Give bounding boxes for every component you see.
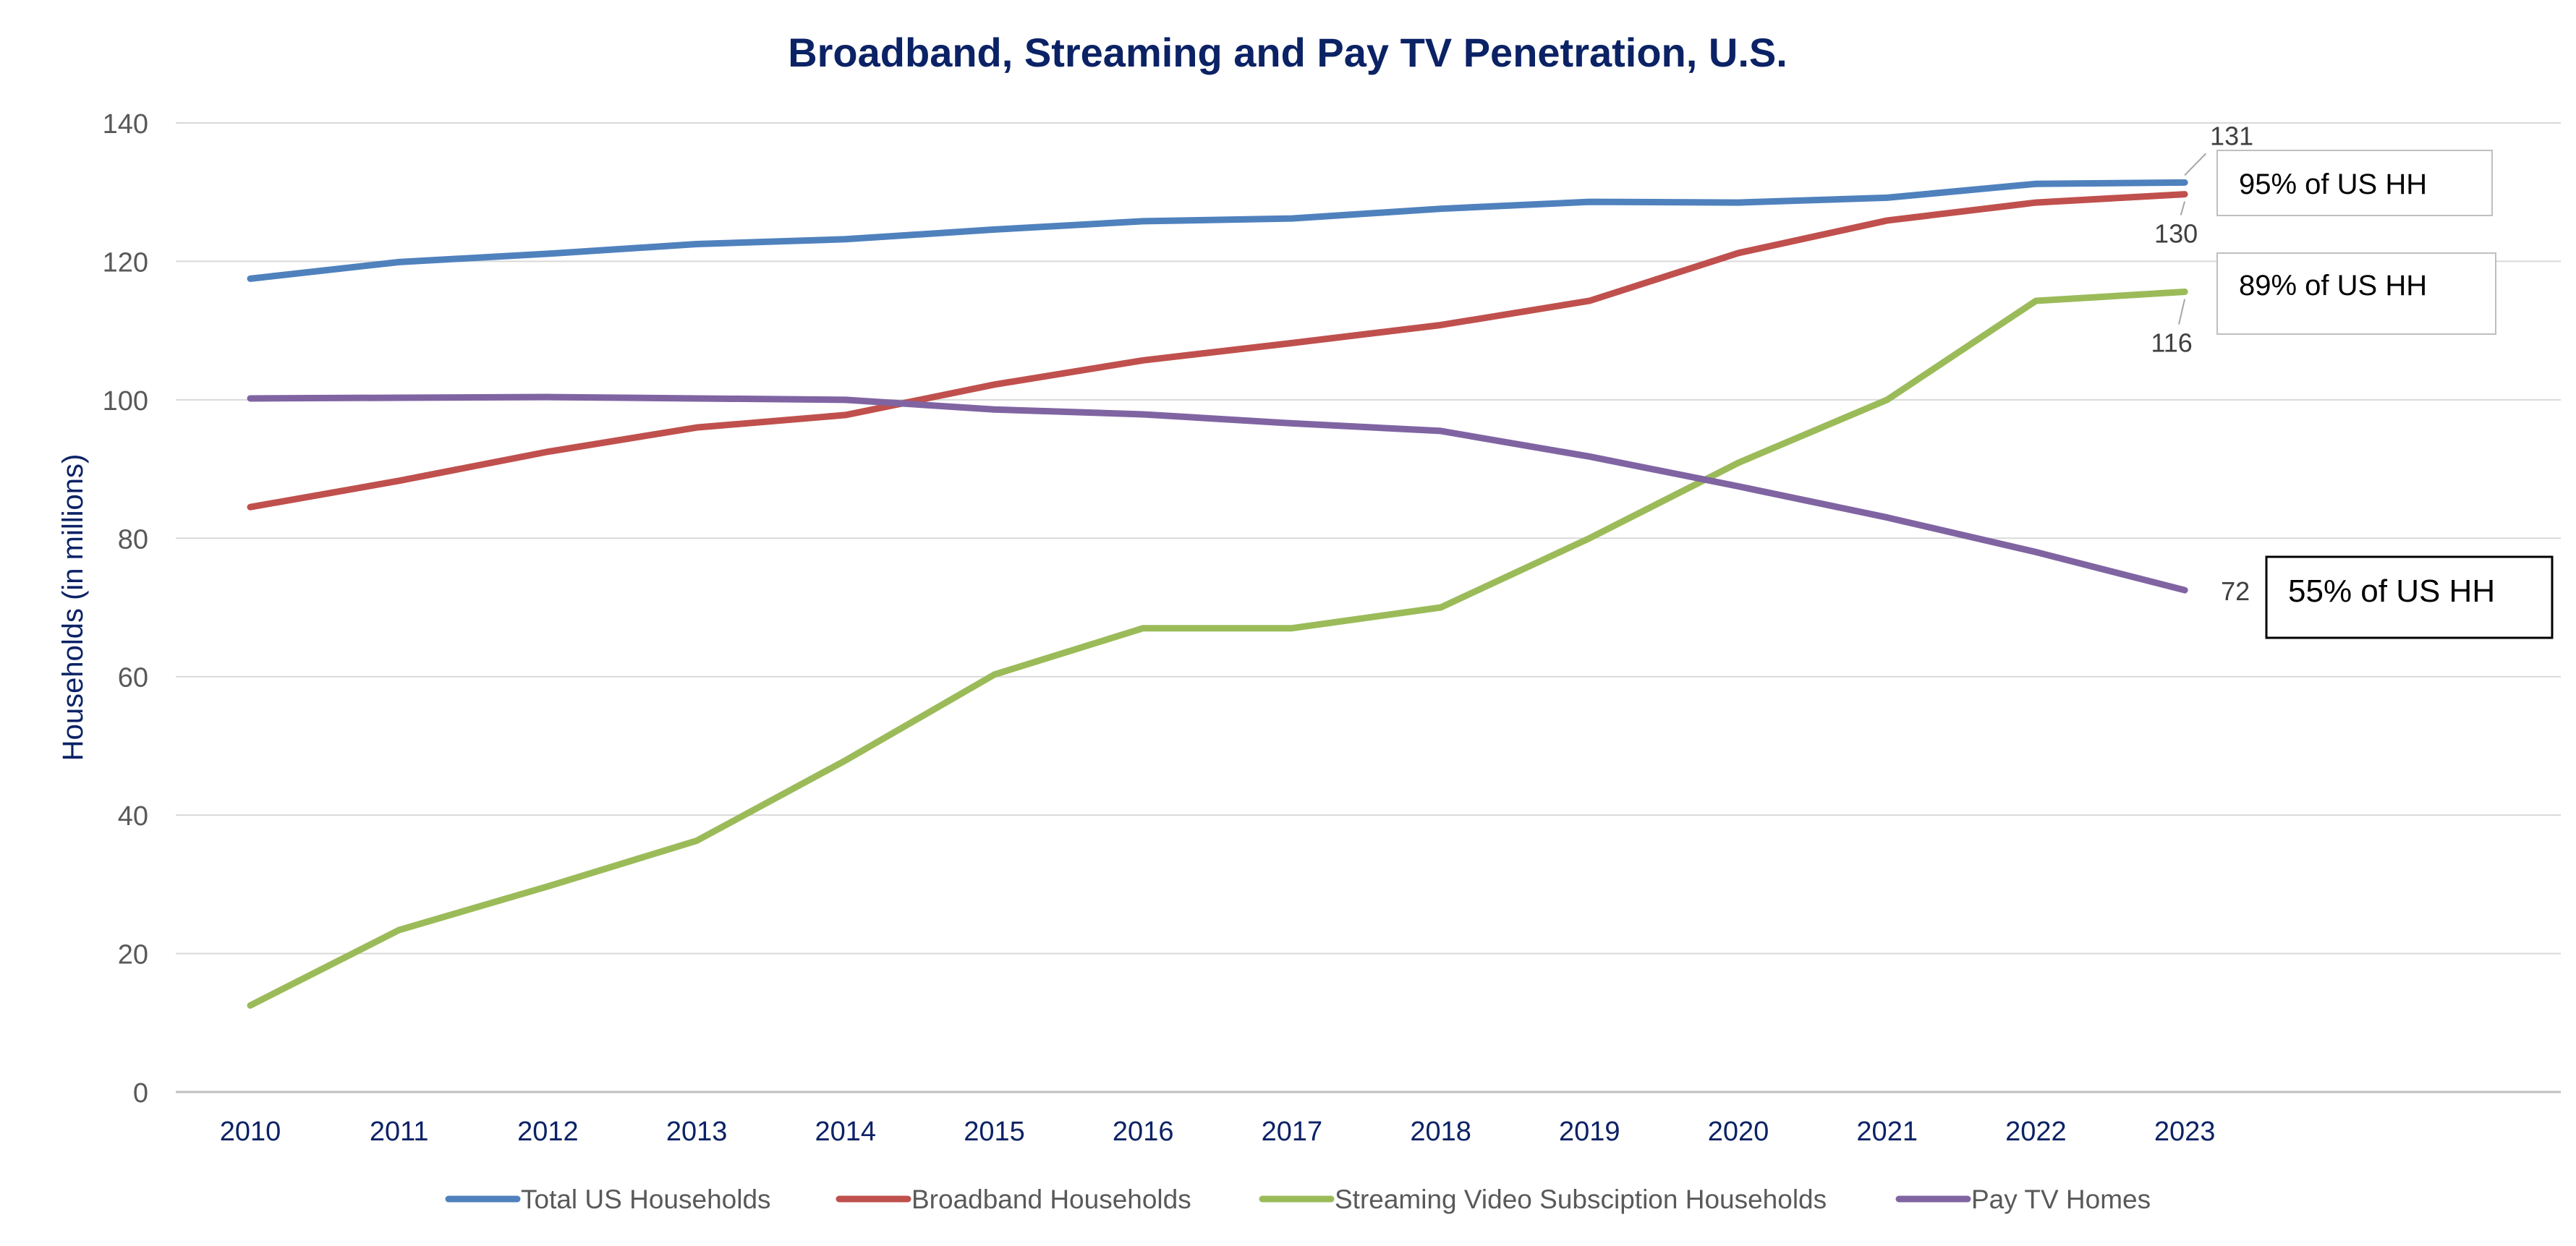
data-label: 116: [2151, 328, 2192, 358]
data-label: 72: [2221, 576, 2250, 606]
legend-label: Streaming Video Subsciption Households: [1335, 1185, 1827, 1214]
gridlines: [176, 122, 2561, 1093]
x-axis-ticks: 2010 2011 2012 2013 2014 2015 2016 2017 2018 2019…: [220, 1117, 2216, 1147]
y-tick-label: 100: [103, 386, 148, 417]
y-tick-label: 60: [118, 663, 148, 694]
data-label: 130: [2154, 219, 2198, 249]
y-tick-label: 0: [133, 1078, 148, 1109]
annotation-box: [2265, 555, 2554, 639]
annotation-boxes: 95% of US HH 89% of US HH 55% of US HH: [2216, 150, 2554, 639]
x-tick-label: 2021: [1856, 1117, 1918, 1147]
x-tick-label: 2023: [2154, 1117, 2216, 1147]
annotation-text: 89% of US HH: [2239, 270, 2427, 302]
data-label-leader: [2180, 201, 2186, 216]
x-tick-label: 2018: [1410, 1117, 1471, 1147]
y-tick-label: 40: [118, 801, 148, 832]
x-tick-label: 2010: [220, 1117, 281, 1147]
chart-title: Broadband, Streaming and Pay TV Penetrat…: [788, 30, 1788, 75]
annotation-box: [2216, 150, 2493, 216]
y-tick-label: 20: [118, 940, 148, 970]
y-tick-label: 80: [118, 524, 148, 555]
y-tick-label: 140: [103, 109, 148, 140]
legend: Total US Households Broadband Households S…: [445, 1185, 2151, 1214]
data-label-leader: [2184, 153, 2207, 176]
x-tick-label: 2012: [517, 1117, 579, 1147]
x-tick-label: 2014: [815, 1117, 877, 1147]
series-line-streaming-video-subsciption-households: [247, 289, 2188, 1009]
x-tick-label: 2020: [1708, 1117, 1769, 1147]
series-line-pay-tv-homes: [247, 393, 2188, 594]
y-tick-label: 120: [103, 247, 148, 278]
y-axis-label: Households (in millions): [57, 454, 89, 761]
series-line-broadband-households: [247, 191, 2188, 511]
series-lines: [247, 179, 2188, 1009]
x-tick-label: 2015: [964, 1117, 1025, 1147]
x-tick-label: 2013: [666, 1117, 728, 1147]
series-line-total-us-households: [247, 179, 2188, 282]
legend-label: Pay TV Homes: [1971, 1185, 2151, 1214]
data-label-leader: [2178, 299, 2186, 325]
data-labels: 131 130 116 72: [2151, 121, 2253, 606]
x-tick-label: 2017: [1262, 1117, 1323, 1147]
legend-label: Total US Households: [521, 1185, 771, 1214]
legend-label: Broadband Households: [911, 1185, 1191, 1214]
annotation-box: [2216, 252, 2496, 335]
data-label: 131: [2210, 121, 2253, 150]
y-axis-ticks: 0 20 40 60 80 100 120 140: [103, 109, 148, 1109]
annotation-text: 95% of US HH: [2239, 168, 2427, 200]
x-tick-label: 2011: [370, 1117, 429, 1147]
x-tick-label: 2022: [2005, 1117, 2067, 1147]
annotation-text: 55% of US HH: [2288, 573, 2495, 609]
x-tick-label: 2016: [1113, 1117, 1174, 1147]
x-tick-label: 2019: [1559, 1117, 1620, 1147]
